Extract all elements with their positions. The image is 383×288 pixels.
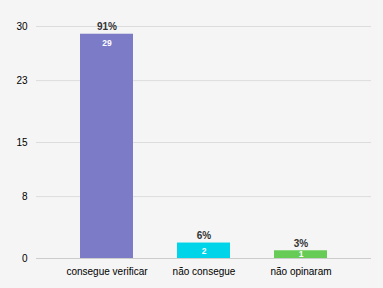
- svg-text:3%: 3%: [294, 238, 309, 249]
- svg-text:29: 29: [102, 38, 112, 48]
- svg-text:6%: 6%: [197, 230, 212, 241]
- svg-text:1: 1: [299, 249, 304, 259]
- svg-text:15: 15: [16, 137, 28, 148]
- svg-text:0: 0: [22, 253, 28, 264]
- svg-text:23: 23: [16, 75, 28, 86]
- svg-text:não consegue: não consegue: [173, 266, 236, 277]
- svg-text:8: 8: [22, 191, 28, 202]
- svg-text:91%: 91%: [97, 21, 117, 32]
- svg-text:consegue verificar: consegue verificar: [66, 266, 148, 277]
- svg-text:2: 2: [202, 245, 207, 255]
- svg-text:30: 30: [16, 21, 28, 32]
- svg-text:não opinaram: não opinaram: [270, 266, 331, 277]
